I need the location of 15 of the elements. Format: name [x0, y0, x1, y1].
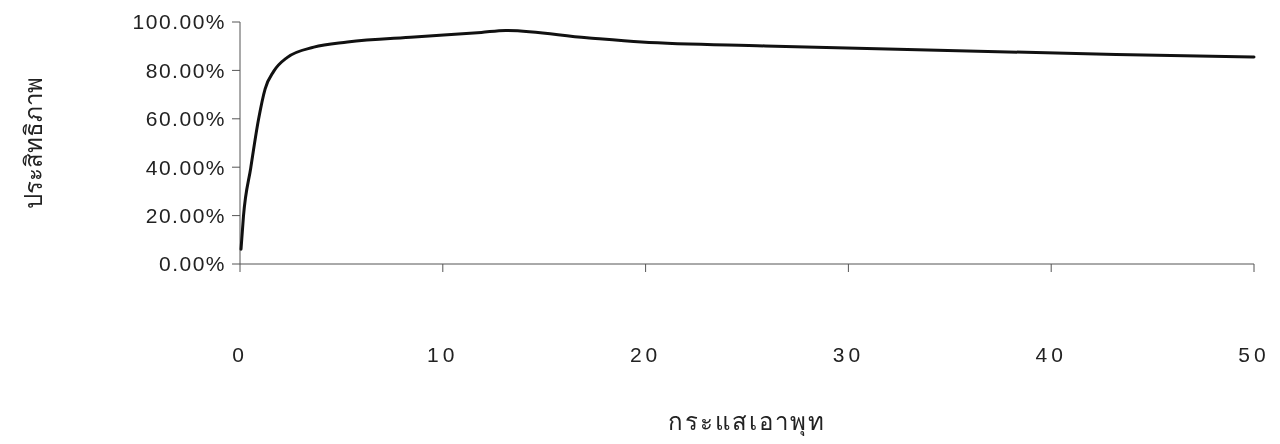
x-tick-label: 20 [629, 343, 662, 366]
x-tick-label: 10 [427, 343, 459, 366]
x-tick-label: 50 [1238, 343, 1270, 366]
x-tick-label: 0 [232, 343, 248, 366]
y-tick-label: 40.00% [145, 155, 226, 179]
y-tick-label: 60.00% [145, 107, 226, 131]
y-tick-label: 20.00% [145, 203, 226, 227]
line-series [239, 28, 1256, 251]
y-axis-title: ประสิทธิภาพ [20, 77, 47, 209]
x-tick-label: 40 [1035, 343, 1067, 366]
x-axis-title: กระแสเอาพุท [668, 408, 826, 437]
y-tick-label: 100.00% [132, 10, 226, 34]
y-tick-label: 80.00% [145, 58, 226, 82]
x-tick-label: 30 [832, 343, 865, 366]
y-tick-label: 0.00% [158, 252, 226, 276]
